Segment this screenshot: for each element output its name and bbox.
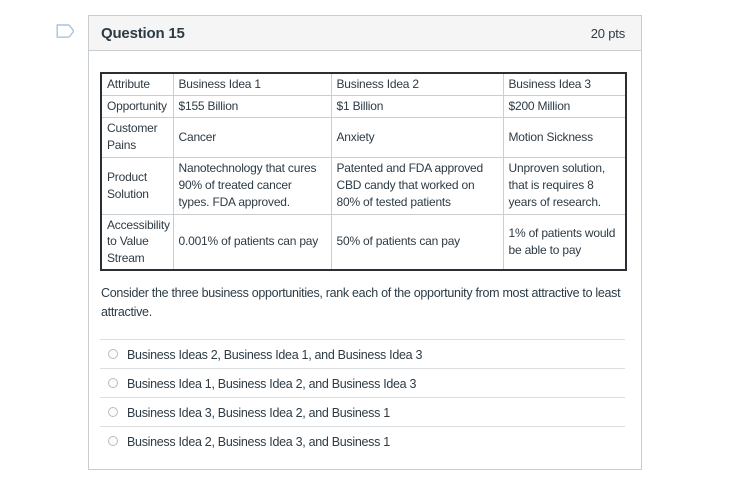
table-cell: Motion Sickness	[502, 116, 627, 158]
comparison-table: Attribute Business Idea 1 Business Idea …	[100, 72, 627, 271]
table-cell: Patented and FDA approved CBD candy that…	[330, 156, 504, 215]
radio-button[interactable]	[108, 436, 118, 447]
radio-button[interactable]	[108, 349, 118, 360]
answer-option-4[interactable]: Business Idea 2, Business Idea 3, and Bu…	[100, 426, 625, 455]
table-cell: Cancer	[172, 116, 332, 158]
question-prompt: Consider the three business opportunitie…	[101, 285, 621, 319]
table-cell: $200 Million	[502, 94, 627, 118]
table-cell: 1% of patients would be able to pay	[502, 213, 627, 271]
table-cell: $155 Billion	[172, 94, 332, 118]
table-cell: Customer Pains	[100, 116, 174, 158]
table-row: Customer Pains Cancer Anxiety Motion Sic…	[100, 116, 627, 158]
table-cell: Product Solution	[100, 156, 174, 215]
table-cell: 50% of patients can pay	[330, 213, 504, 271]
table-row: Attribute Business Idea 1 Business Idea …	[100, 72, 627, 96]
table-row: Product Solution Nanotechnology that cur…	[100, 156, 627, 215]
radio-button[interactable]	[108, 378, 118, 389]
table-cell: Business Idea 1	[172, 72, 332, 96]
bookmark-flag-icon[interactable]	[56, 23, 76, 40]
answer-option-label[interactable]: Business Idea 1, Business Idea 2, and Bu…	[127, 376, 417, 391]
table-cell: Opportunity	[100, 94, 174, 118]
table-cell: $1 Billion	[330, 94, 504, 118]
answer-option-label[interactable]: Business Idea 3, Business Idea 2, and Bu…	[127, 405, 390, 420]
table-row: Accessibility to Value Stream 0.001% of …	[100, 213, 627, 271]
table-cell: Business Idea 2	[330, 72, 504, 96]
answer-option-1[interactable]: Business Ideas 2, Business Idea 1, and B…	[100, 339, 625, 368]
table-cell: 0.001% of patients can pay	[172, 213, 332, 271]
bookmark-flag-icon-svg	[56, 24, 75, 38]
table-cell: Business Idea 3	[502, 72, 627, 96]
answer-option-3[interactable]: Business Idea 3, Business Idea 2, and Bu…	[100, 397, 625, 426]
table-cell: Accessibility to Value Stream	[100, 213, 174, 271]
table-row: Opportunity $155 Billion $1 Billion $200…	[100, 94, 627, 118]
answer-option-label[interactable]: Business Ideas 2, Business Idea 1, and B…	[127, 347, 423, 362]
table-cell: Nanotechnology that cures 90% of treated…	[172, 156, 332, 215]
table-cell: Anxiety	[330, 116, 504, 158]
answer-option-label[interactable]: Business Idea 2, Business Idea 3, and Bu…	[127, 434, 390, 449]
question-card: Question 15 20 pts Attribute Business Id…	[88, 15, 642, 471]
radio-button[interactable]	[108, 407, 118, 418]
question-points: 20 pts	[590, 25, 625, 41]
table-cell: Unproven solution, that is requires 8 ye…	[502, 156, 627, 215]
question-title: Question 15	[101, 24, 185, 42]
question-body: Attribute Business Idea 1 Business Idea …	[89, 51, 641, 469]
table-cell: Attribute	[100, 72, 174, 96]
answer-option-2[interactable]: Business Idea 1, Business Idea 2, and Bu…	[100, 368, 625, 397]
answer-options: Business Ideas 2, Business Idea 1, and B…	[100, 339, 625, 455]
question-header: Question 15 20 pts	[89, 16, 641, 51]
